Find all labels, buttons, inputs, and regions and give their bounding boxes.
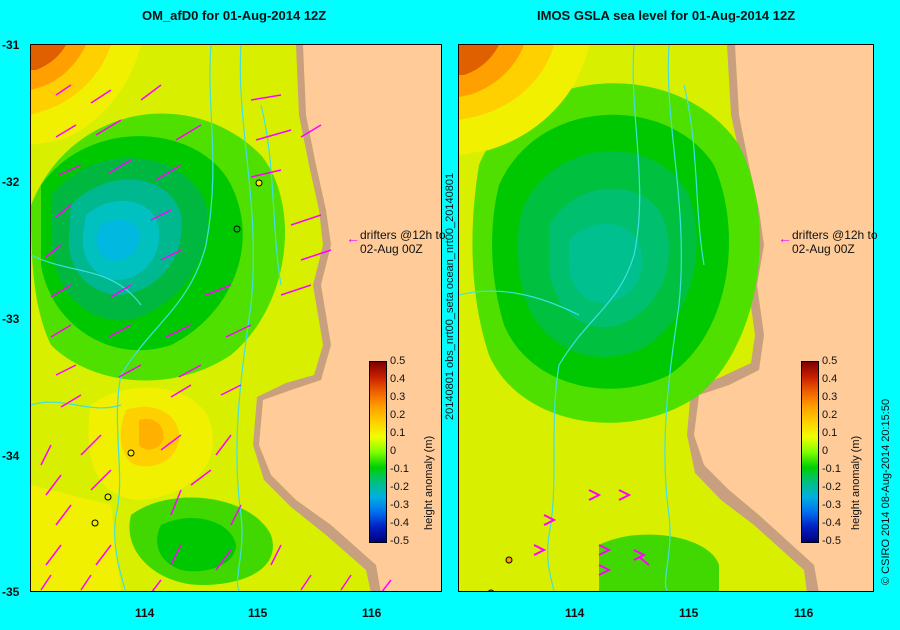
right-cb-tick: 0.3 [822,391,838,403]
left-cb-tick: -0.4 [390,517,409,529]
right-side-label: 20140801 obs_nrt00_seta ocean_nrt00_2014… [444,172,456,420]
right-annotation: drifters @12h to 02-Aug 00Z [792,228,878,256]
right-annotation-line1: drifters @12h to [792,228,878,242]
right-cb-tick: -0.4 [822,517,841,529]
left-cb-tick: 0 [390,445,397,457]
credit-label: © CSIRO 2014 08-Aug-2014 20:15:50 [880,398,892,585]
left-annotation-arrow-icon: ← [346,230,360,246]
left-x-tick-115: 115 [248,606,268,620]
left-cb-tick: -0.1 [390,463,409,475]
left-cb-tick: 0.5 [390,355,406,367]
right-cb-tick: 0.4 [822,373,838,385]
right-annotation-arrow-icon: ← [778,230,792,246]
left-annotation-line2: 02-Aug 00Z [360,242,423,256]
right-colorbar-title: height anomaly (m) [850,435,862,530]
right-cb-tick: 0.2 [822,409,838,421]
left-cb-tick: 0.1 [390,427,406,439]
right-x-tick-115: 115 [679,606,699,620]
y-tick-33: -33 [2,312,20,326]
right-cb-tick: -0.2 [822,481,841,493]
left-colorbar [369,361,387,543]
left-annotation: drifters @12h to 02-Aug 00Z [360,228,446,256]
right-cb-tick: 0 [822,445,829,457]
right-cb-tick: -0.1 [822,463,841,475]
right-cb-tick: 0.5 [822,355,838,367]
left-cb-tick: 0.2 [390,409,406,421]
left-cb-tick: 0.3 [390,391,406,403]
left-colorbar-title: height anomaly (m) [423,435,435,530]
right-cb-tick: -0.3 [822,499,841,511]
right-annotation-line2: 02-Aug 00Z [792,242,855,256]
right-cb-tick: -0.5 [822,535,841,547]
y-tick-31: -31 [2,38,20,52]
right-panel-title: IMOS GSLA sea level for 01-Aug-2014 12Z [537,8,796,23]
y-tick-34: -34 [2,449,20,463]
left-cb-tick: -0.5 [390,535,409,547]
left-x-tick-116: 116 [362,606,382,620]
left-cb-tick: -0.2 [390,481,409,493]
right-cb-tick: 0.1 [822,427,838,439]
right-colorbar [801,361,819,543]
right-x-tick-116: 116 [794,606,814,620]
y-tick-32: -32 [2,175,20,189]
left-map-panel [30,44,442,592]
left-cb-tick: 0.4 [390,373,406,385]
right-x-tick-114: 114 [565,606,585,620]
left-cb-tick: -0.3 [390,499,409,511]
left-land [259,45,441,591]
left-map [31,45,441,591]
left-annotation-line1: drifters @12h to [360,228,446,242]
right-land [694,45,873,591]
left-x-tick-114: 114 [135,606,155,620]
y-tick-35: -35 [2,585,20,599]
left-panel-title: OM_afD0 for 01-Aug-2014 12Z [142,8,327,23]
